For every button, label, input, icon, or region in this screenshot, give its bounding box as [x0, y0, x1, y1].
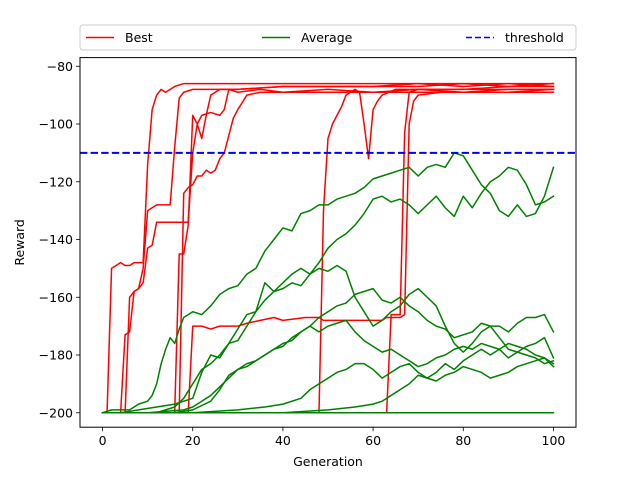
- plot-frame: [79, 57, 577, 428]
- average-series-line-10: [101, 264, 555, 414]
- y-axis-label: Reward: [12, 219, 27, 266]
- average-series-line-13: [101, 342, 555, 414]
- average-series-line-12: [101, 319, 555, 414]
- legend-box: [79, 24, 577, 51]
- y-tick-label: −80: [47, 59, 73, 74]
- best-series-line-5: [101, 88, 555, 414]
- x-tick-label: 60: [365, 433, 381, 448]
- best-series-line-2: [101, 82, 555, 414]
- average-series-line-8: [101, 152, 555, 414]
- x-tick-label: 80: [455, 433, 471, 448]
- y-tick-label: −180: [39, 348, 73, 363]
- x-tick-label: 0: [99, 433, 107, 448]
- y-tick-label: −120: [39, 174, 73, 189]
- best-series-line-6: [101, 85, 555, 414]
- legend-label-average: Average: [301, 30, 353, 45]
- x-axis-label: Generation: [293, 454, 363, 469]
- y-tick-label: −200: [39, 405, 73, 420]
- x-tick-label: 20: [185, 433, 201, 448]
- average-series-line-9: [101, 166, 555, 414]
- x-tick-label: 40: [275, 433, 291, 448]
- y-axis: −200 −180 −160 −140 −120 −100 −80: [39, 59, 80, 420]
- legend: Best Average threshold: [79, 24, 577, 51]
- y-tick-label: −100: [39, 117, 73, 132]
- x-axis: 0 20 40 60 80 100: [99, 427, 566, 448]
- best-series-line-0: [101, 82, 555, 414]
- legend-label-threshold: threshold: [505, 30, 564, 45]
- y-tick-label: −160: [39, 290, 73, 305]
- x-tick-label: 100: [542, 433, 566, 448]
- y-tick-label: −140: [39, 232, 73, 247]
- average-series-line-14: [101, 357, 555, 414]
- legend-label-best: Best: [125, 30, 153, 45]
